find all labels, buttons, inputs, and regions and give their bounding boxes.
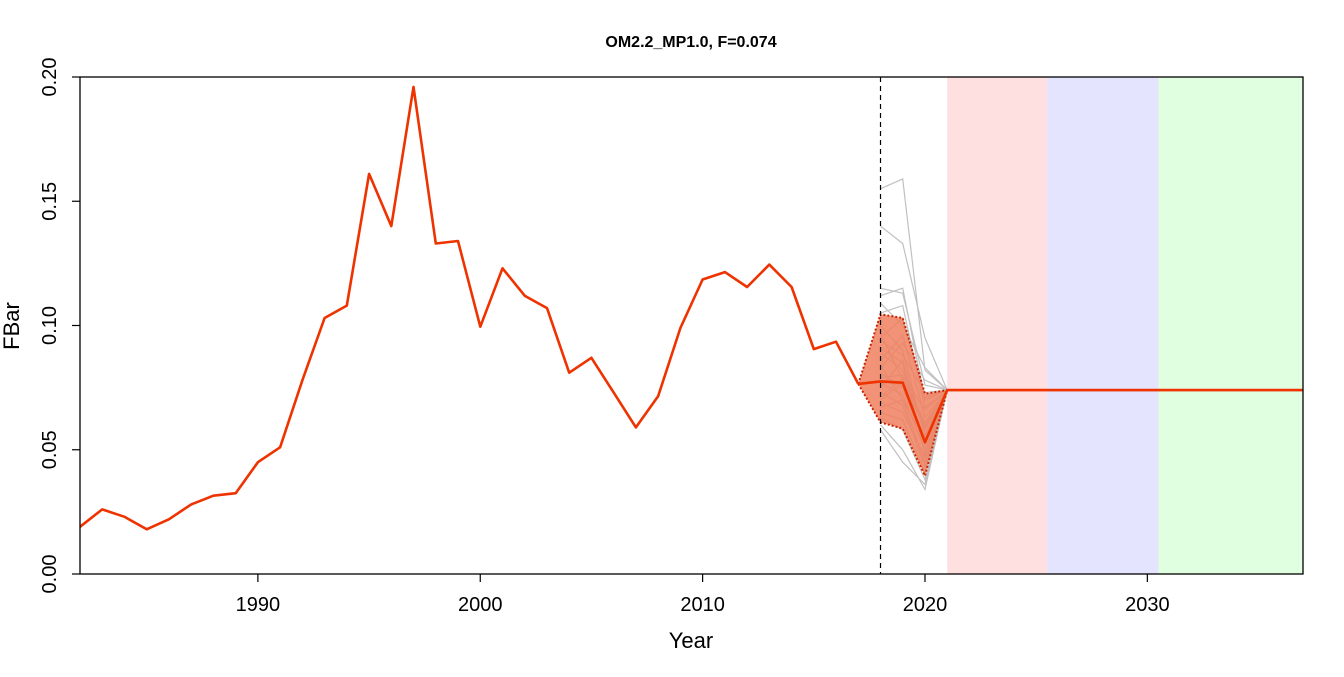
historical-line (79, 85, 860, 531)
iteration-line-0 (880, 178, 948, 391)
y-axis-label: FBar (0, 302, 24, 350)
x-axis: 1990 2000 2010 2020 2030 (236, 574, 1170, 616)
projection-median-line (858, 380, 1303, 444)
iteration-line-1 (880, 225, 948, 391)
iteration-line-24 (880, 389, 948, 486)
x-tick-label-0: 1990 (236, 594, 281, 616)
y-axis: 0.00 0.05 0.10 0.15 0.20 (39, 58, 80, 594)
shaded-period-0 (947, 77, 1048, 574)
x-tick-label-3: 2020 (903, 594, 948, 616)
band-lower-line (857, 383, 1303, 479)
y-tick-label-4: 0.20 (39, 58, 61, 97)
y-tick-label-2: 0.10 (39, 306, 61, 345)
band-area (858, 314, 1303, 476)
y-tick-label-1: 0.05 (39, 430, 61, 469)
iteration-line-2 (880, 287, 948, 391)
iteration-line-4 (880, 302, 948, 391)
chart-title: OM2.2_MP1.0, F=0.074 (605, 34, 776, 51)
period-shading (947, 77, 1303, 574)
shaded-period-1 (1047, 77, 1159, 574)
x-tick-label-4: 2030 (1125, 594, 1170, 616)
x-tick-label-1: 2000 (458, 594, 503, 616)
median-lines (79, 85, 1303, 531)
x-axis-label: Year (669, 628, 713, 653)
y-tick-label-3: 0.15 (39, 182, 61, 221)
y-tick-label-0: 0.00 (39, 555, 61, 594)
shaded-period-2 (1158, 77, 1303, 574)
x-tick-label-2: 2010 (680, 594, 725, 616)
